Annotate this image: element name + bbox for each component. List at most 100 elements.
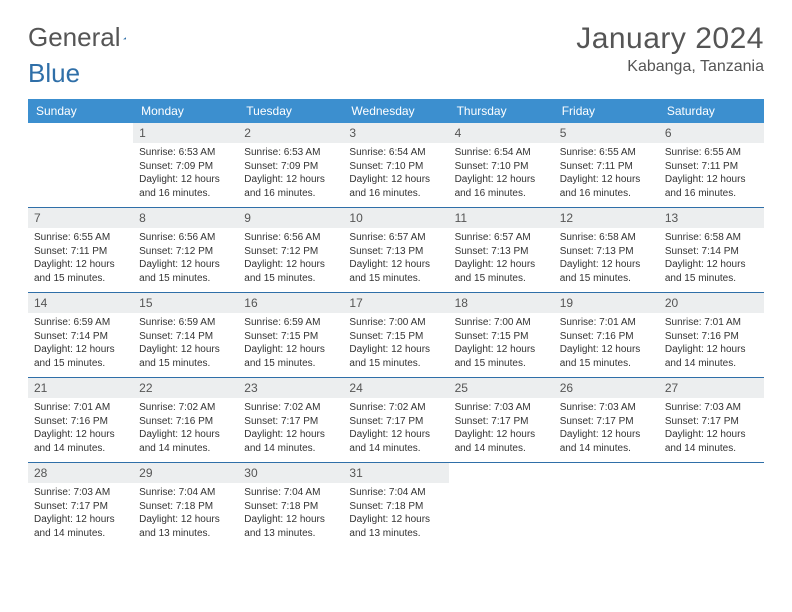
sunrise-text: Sunrise: 7:02 AM bbox=[349, 401, 442, 415]
daylight-text: Daylight: 12 hours and 15 minutes. bbox=[34, 343, 127, 370]
day-number: 5 bbox=[554, 123, 659, 143]
daylight-text: Daylight: 12 hours and 14 minutes. bbox=[34, 513, 127, 540]
sunrise-text: Sunrise: 6:57 AM bbox=[455, 231, 548, 245]
sunset-text: Sunset: 7:18 PM bbox=[349, 500, 442, 514]
daylight-text: Daylight: 12 hours and 16 minutes. bbox=[665, 173, 758, 200]
sunrise-text: Sunrise: 6:55 AM bbox=[560, 146, 653, 160]
daylight-text: Daylight: 12 hours and 15 minutes. bbox=[139, 343, 232, 370]
weekday-header: Sunday bbox=[28, 99, 133, 123]
calendar-day: 14Sunrise: 6:59 AMSunset: 7:14 PMDayligh… bbox=[28, 293, 133, 377]
daylight-text: Daylight: 12 hours and 15 minutes. bbox=[244, 258, 337, 285]
sunrise-text: Sunrise: 6:54 AM bbox=[455, 146, 548, 160]
sunset-text: Sunset: 7:09 PM bbox=[244, 160, 337, 174]
day-number: 17 bbox=[343, 293, 448, 313]
day-number: 19 bbox=[554, 293, 659, 313]
calendar-day bbox=[659, 463, 764, 547]
calendar-day: 16Sunrise: 6:59 AMSunset: 7:15 PMDayligh… bbox=[238, 293, 343, 377]
calendar-week: 21Sunrise: 7:01 AMSunset: 7:16 PMDayligh… bbox=[28, 377, 764, 462]
sunset-text: Sunset: 7:18 PM bbox=[139, 500, 232, 514]
daylight-text: Daylight: 12 hours and 14 minutes. bbox=[349, 428, 442, 455]
daylight-text: Daylight: 12 hours and 14 minutes. bbox=[665, 343, 758, 370]
logo-text-part2: Blue bbox=[28, 58, 80, 88]
daylight-text: Daylight: 12 hours and 14 minutes. bbox=[560, 428, 653, 455]
daylight-text: Daylight: 12 hours and 14 minutes. bbox=[139, 428, 232, 455]
sunrise-text: Sunrise: 6:58 AM bbox=[665, 231, 758, 245]
day-number: 7 bbox=[28, 208, 133, 228]
sunrise-text: Sunrise: 6:54 AM bbox=[349, 146, 442, 160]
sunrise-text: Sunrise: 6:59 AM bbox=[34, 316, 127, 330]
sunrise-text: Sunrise: 7:04 AM bbox=[244, 486, 337, 500]
day-number: 25 bbox=[449, 378, 554, 398]
daylight-text: Daylight: 12 hours and 15 minutes. bbox=[560, 343, 653, 370]
day-number bbox=[449, 463, 554, 467]
day-number: 26 bbox=[554, 378, 659, 398]
weekday-header: Wednesday bbox=[343, 99, 448, 123]
day-number: 3 bbox=[343, 123, 448, 143]
calendar-day: 1Sunrise: 6:53 AMSunset: 7:09 PMDaylight… bbox=[133, 123, 238, 207]
daylight-text: Daylight: 12 hours and 15 minutes. bbox=[665, 258, 758, 285]
calendar-day: 26Sunrise: 7:03 AMSunset: 7:17 PMDayligh… bbox=[554, 378, 659, 462]
sunrise-text: Sunrise: 6:55 AM bbox=[665, 146, 758, 160]
weekday-header: Monday bbox=[133, 99, 238, 123]
logo-text-part1: General bbox=[28, 22, 121, 53]
sunrise-text: Sunrise: 6:56 AM bbox=[244, 231, 337, 245]
day-number: 29 bbox=[133, 463, 238, 483]
calendar-day: 9 Sunrise: 6:56 AMSunset: 7:12 PMDaylight… bbox=[238, 208, 343, 292]
weekday-header: Thursday bbox=[449, 99, 554, 123]
sunset-text: Sunset: 7:16 PM bbox=[139, 415, 232, 429]
day-number: 9 bbox=[238, 208, 343, 228]
daylight-text: Daylight: 12 hours and 14 minutes. bbox=[665, 428, 758, 455]
day-number bbox=[28, 123, 133, 127]
daylight-text: Daylight: 12 hours and 13 minutes. bbox=[139, 513, 232, 540]
day-number: 11 bbox=[449, 208, 554, 228]
sunrise-text: Sunrise: 7:01 AM bbox=[665, 316, 758, 330]
daylight-text: Daylight: 12 hours and 15 minutes. bbox=[455, 343, 548, 370]
calendar-week: 14Sunrise: 6:59 AMSunset: 7:14 PMDayligh… bbox=[28, 292, 764, 377]
sunset-text: Sunset: 7:16 PM bbox=[34, 415, 127, 429]
day-number: 20 bbox=[659, 293, 764, 313]
sunrise-text: Sunrise: 7:00 AM bbox=[455, 316, 548, 330]
calendar-day: 4Sunrise: 6:54 AMSunset: 7:10 PMDaylight… bbox=[449, 123, 554, 207]
calendar-day: 15Sunrise: 6:59 AMSunset: 7:14 PMDayligh… bbox=[133, 293, 238, 377]
daylight-text: Daylight: 12 hours and 14 minutes. bbox=[34, 428, 127, 455]
sunset-text: Sunset: 7:14 PM bbox=[139, 330, 232, 344]
sunset-text: Sunset: 7:14 PM bbox=[34, 330, 127, 344]
logo-triangle-icon bbox=[123, 29, 126, 47]
calendar-day: 2Sunrise: 6:53 AMSunset: 7:09 PMDaylight… bbox=[238, 123, 343, 207]
calendar-day: 6Sunrise: 6:55 AMSunset: 7:11 PMDaylight… bbox=[659, 123, 764, 207]
day-number: 23 bbox=[238, 378, 343, 398]
daylight-text: Daylight: 12 hours and 15 minutes. bbox=[349, 258, 442, 285]
calendar-day: 7Sunrise: 6:55 AMSunset: 7:11 PMDaylight… bbox=[28, 208, 133, 292]
month-title: January 2024 bbox=[576, 22, 764, 56]
calendar-day: 20Sunrise: 7:01 AMSunset: 7:16 PMDayligh… bbox=[659, 293, 764, 377]
sunrise-text: Sunrise: 7:03 AM bbox=[455, 401, 548, 415]
sunset-text: Sunset: 7:17 PM bbox=[665, 415, 758, 429]
sunrise-text: Sunrise: 6:56 AM bbox=[139, 231, 232, 245]
weekday-header: Friday bbox=[554, 99, 659, 123]
calendar-day: 28Sunrise: 7:03 AMSunset: 7:17 PMDayligh… bbox=[28, 463, 133, 547]
daylight-text: Daylight: 12 hours and 15 minutes. bbox=[244, 343, 337, 370]
daylight-text: Daylight: 12 hours and 16 minutes. bbox=[244, 173, 337, 200]
sunset-text: Sunset: 7:12 PM bbox=[139, 245, 232, 259]
daylight-text: Daylight: 12 hours and 15 minutes. bbox=[34, 258, 127, 285]
sunset-text: Sunset: 7:15 PM bbox=[244, 330, 337, 344]
day-number: 22 bbox=[133, 378, 238, 398]
sunset-text: Sunset: 7:15 PM bbox=[455, 330, 548, 344]
calendar-day: 22Sunrise: 7:02 AMSunset: 7:16 PMDayligh… bbox=[133, 378, 238, 462]
sunset-text: Sunset: 7:12 PM bbox=[244, 245, 337, 259]
day-number: 21 bbox=[28, 378, 133, 398]
sunrise-text: Sunrise: 7:01 AM bbox=[560, 316, 653, 330]
sunset-text: Sunset: 7:13 PM bbox=[455, 245, 548, 259]
calendar-week: 28Sunrise: 7:03 AMSunset: 7:17 PMDayligh… bbox=[28, 462, 764, 547]
title-block: January 2024 Kabanga, Tanzania bbox=[576, 22, 764, 76]
calendar-day bbox=[449, 463, 554, 547]
daylight-text: Daylight: 12 hours and 15 minutes. bbox=[560, 258, 653, 285]
day-number: 31 bbox=[343, 463, 448, 483]
daylight-text: Daylight: 12 hours and 15 minutes. bbox=[139, 258, 232, 285]
weekday-header: Saturday bbox=[659, 99, 764, 123]
day-number: 1 bbox=[133, 123, 238, 143]
calendar-day: 27Sunrise: 7:03 AMSunset: 7:17 PMDayligh… bbox=[659, 378, 764, 462]
sunrise-text: Sunrise: 6:59 AM bbox=[139, 316, 232, 330]
sunrise-text: Sunrise: 6:57 AM bbox=[349, 231, 442, 245]
sunrise-text: Sunrise: 6:58 AM bbox=[560, 231, 653, 245]
